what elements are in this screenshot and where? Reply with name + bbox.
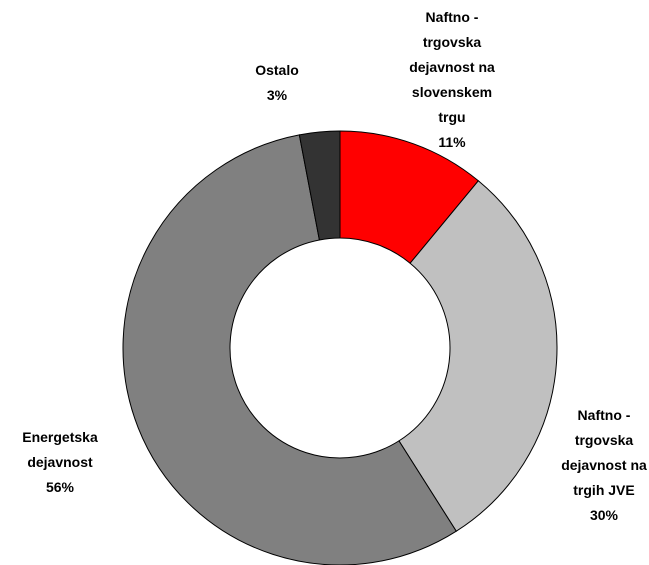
category-label: Naftno - trgovska dejavnost na slovenskem tr… (409, 9, 495, 125)
value-label: 30% (590, 507, 619, 523)
donut-segment (298, 130, 341, 241)
category-label-line: trgih JVE (573, 482, 634, 498)
value-label: 11% (438, 134, 466, 150)
category-label-line: trgovska (423, 34, 482, 50)
category-label: Naftno - trgovska dejavnost na trgih JVE (561, 407, 647, 498)
donut-segment (122, 134, 457, 565)
category-label-line: Energetska (22, 429, 98, 445)
category-label-line: Ostalo (255, 62, 299, 78)
category-label-line: Naftno - (426, 9, 479, 25)
category-label-line: dejavnost na (409, 59, 495, 75)
category-label-line: slovenskem (412, 84, 492, 100)
category-label-line: trgu (438, 109, 465, 125)
category-label-line: dejavnost (27, 454, 93, 470)
category-label-line: Naftno - (578, 407, 631, 423)
category-label-line: trgovska (575, 432, 634, 448)
category-label: Energetska dejavnost (22, 429, 98, 470)
value-label: 56% (46, 479, 75, 495)
category-label-line: dejavnost na (561, 457, 647, 473)
donut-segment (398, 180, 558, 532)
category-label: Ostalo (255, 62, 299, 78)
value-label: 3% (267, 87, 288, 103)
